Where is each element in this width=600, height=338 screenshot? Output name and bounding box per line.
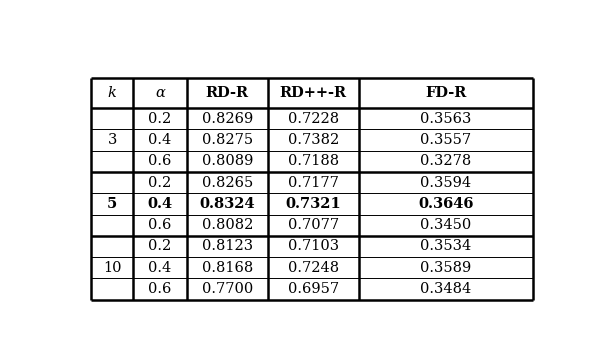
- Text: 5: 5: [107, 197, 118, 211]
- Text: 0.6: 0.6: [148, 154, 172, 168]
- Text: 0.4: 0.4: [148, 197, 172, 211]
- Text: 0.3278: 0.3278: [420, 154, 472, 168]
- Text: 0.3589: 0.3589: [420, 261, 472, 275]
- Text: FD-R: FD-R: [425, 86, 467, 100]
- Text: 0.4: 0.4: [148, 261, 172, 275]
- Text: 0.7188: 0.7188: [288, 154, 339, 168]
- Text: 0.7321: 0.7321: [286, 197, 341, 211]
- Text: 0.7382: 0.7382: [287, 133, 339, 147]
- Text: 0.3450: 0.3450: [420, 218, 472, 232]
- Text: 0.6957: 0.6957: [288, 282, 339, 296]
- Text: 0.7077: 0.7077: [288, 218, 339, 232]
- Text: 0.7177: 0.7177: [288, 176, 339, 190]
- Text: RD-R: RD-R: [206, 86, 249, 100]
- Text: 0.2: 0.2: [148, 176, 172, 190]
- Text: 0.3484: 0.3484: [420, 282, 472, 296]
- Text: 0.8082: 0.8082: [202, 218, 253, 232]
- Text: 0.6: 0.6: [148, 218, 172, 232]
- Text: 0.8123: 0.8123: [202, 239, 253, 254]
- Text: 0.2: 0.2: [148, 112, 172, 126]
- Text: 0.3646: 0.3646: [418, 197, 473, 211]
- Text: 0.2: 0.2: [148, 239, 172, 254]
- Text: 0.7700: 0.7700: [202, 282, 253, 296]
- Text: α: α: [155, 86, 165, 100]
- Text: 0.3534: 0.3534: [420, 239, 472, 254]
- Text: 0.3557: 0.3557: [420, 133, 472, 147]
- Text: 0.8265: 0.8265: [202, 176, 253, 190]
- Text: 0.4: 0.4: [148, 133, 172, 147]
- Text: 0.7103: 0.7103: [288, 239, 339, 254]
- Text: RD++-R: RD++-R: [280, 86, 347, 100]
- Text: k: k: [108, 86, 116, 100]
- Text: 3: 3: [107, 133, 117, 147]
- Text: 0.3594: 0.3594: [420, 176, 472, 190]
- Text: 0.8324: 0.8324: [199, 197, 255, 211]
- Text: 0.8089: 0.8089: [202, 154, 253, 168]
- Text: 0.8269: 0.8269: [202, 112, 253, 126]
- Text: 10: 10: [103, 261, 121, 275]
- Text: 0.8275: 0.8275: [202, 133, 253, 147]
- Text: 0.6: 0.6: [148, 282, 172, 296]
- Text: 0.8168: 0.8168: [202, 261, 253, 275]
- Text: 0.7228: 0.7228: [288, 112, 339, 126]
- Text: 0.7248: 0.7248: [288, 261, 339, 275]
- Text: 0.3563: 0.3563: [420, 112, 472, 126]
